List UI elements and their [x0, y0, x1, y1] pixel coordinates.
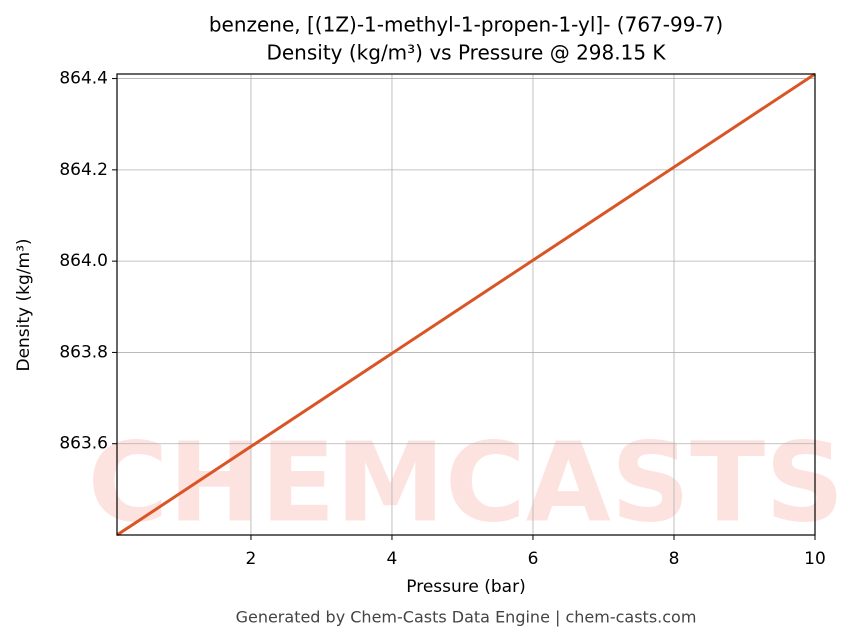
chart-title: benzene, [(1Z)-1-methyl-1-propen-1-yl]- … [209, 13, 723, 37]
x-tick-label: 8 [669, 549, 680, 569]
watermark: CHEMCASTS [88, 418, 843, 546]
chart-subtitle: Density (kg/m³) vs Pressure @ 298.15 K [266, 41, 666, 65]
y-tick-label: 864.2 [59, 160, 108, 180]
footer: Generated by Chem-Casts Data Engine | ch… [236, 608, 697, 627]
y-tick-label: 864.0 [59, 251, 108, 271]
x-tick-label: 10 [804, 549, 826, 569]
x-tick-label: 4 [387, 549, 398, 569]
y-tick-label: 863.6 [59, 434, 108, 454]
y-axis-label: Density (kg/m³) [14, 238, 34, 371]
x-tick-label: 6 [528, 549, 539, 569]
y-tick-label: 864.4 [59, 69, 108, 89]
plot-frame [116, 73, 816, 536]
x-axis-label: Pressure (bar) [406, 577, 525, 597]
y-tick-label: 863.8 [59, 342, 108, 362]
data-line [116, 72, 816, 537]
x-tick-label: 2 [246, 549, 257, 569]
